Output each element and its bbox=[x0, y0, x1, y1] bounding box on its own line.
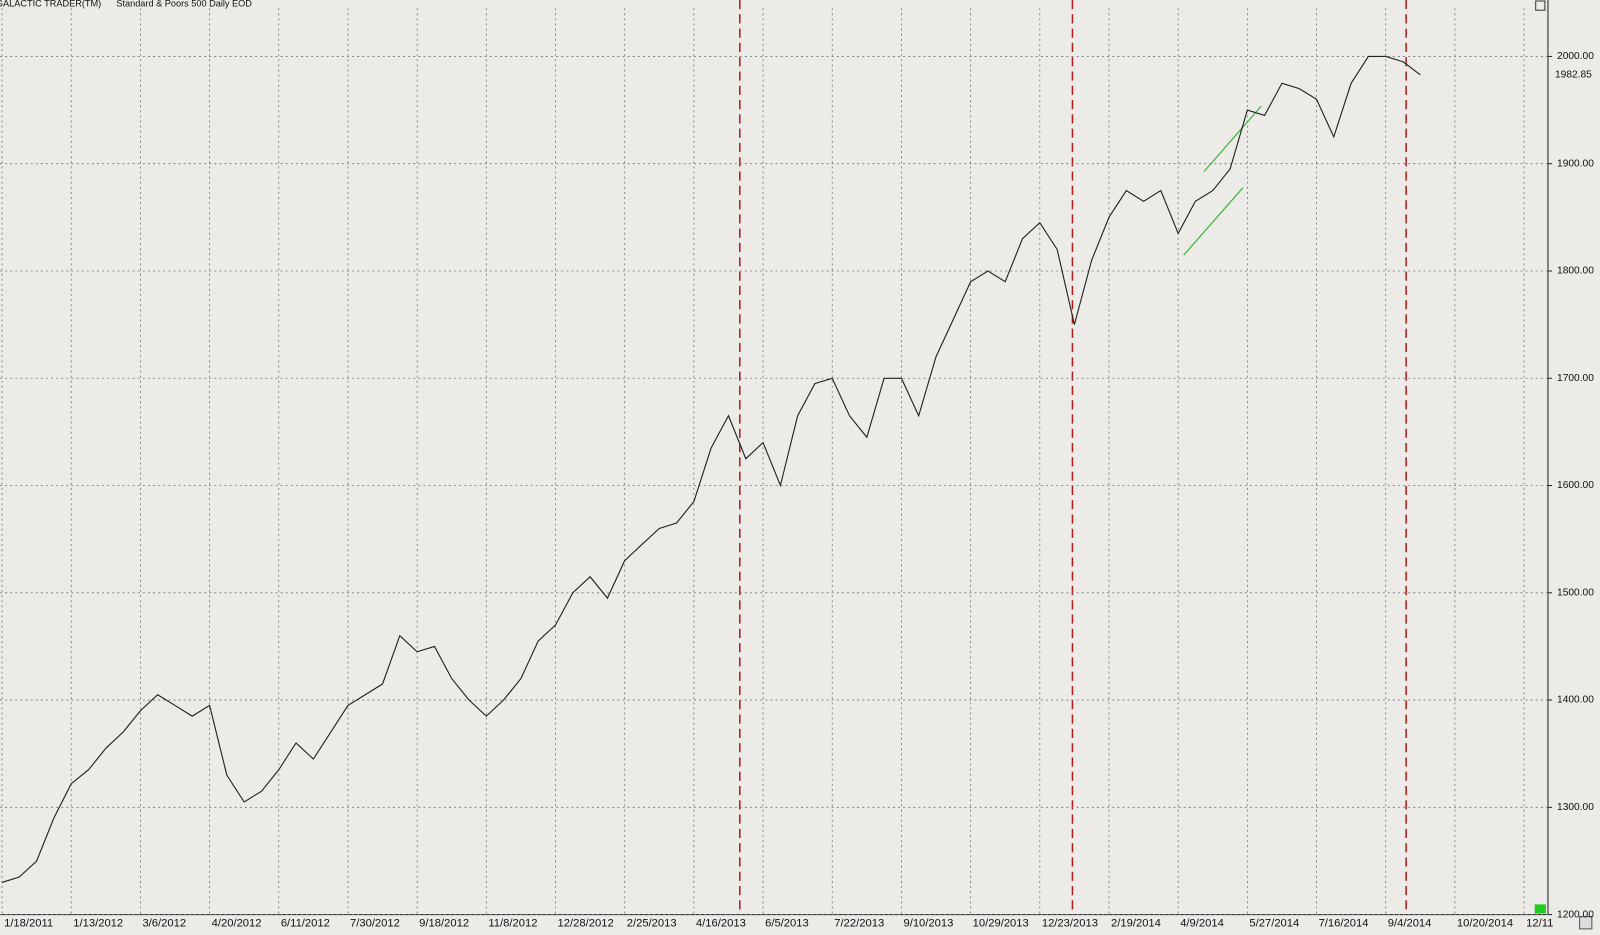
x-tick-label: 9/4/2014 bbox=[1388, 918, 1432, 930]
x-tick-label: 4/16/2013 bbox=[696, 918, 746, 930]
y-tick-label: 1600.00 bbox=[1557, 480, 1594, 491]
x-tick-label: 4/20/2012 bbox=[212, 918, 262, 930]
timeframe-button[interactable] bbox=[1579, 916, 1593, 930]
x-tick-label: 12/11 bbox=[1526, 918, 1553, 930]
x-tick-label: 7/22/2013 bbox=[834, 918, 884, 930]
x-tick-label: 12/23/2013 bbox=[1042, 918, 1098, 930]
status-indicator bbox=[1534, 904, 1546, 914]
x-tick-label: 10/29/2013 bbox=[973, 918, 1029, 930]
x-tick-label: 4/9/2014 bbox=[1180, 918, 1224, 930]
y-tick-label: 2000.00 bbox=[1557, 51, 1594, 62]
x-tick-label: 1/13/2012 bbox=[73, 918, 123, 930]
x-tick-label: 7/16/2014 bbox=[1319, 918, 1369, 930]
x-tick-label: 10/20/2014 bbox=[1457, 918, 1513, 930]
x-tick-label: 7/30/2012 bbox=[350, 918, 400, 930]
last-price-label: 1982.85 bbox=[1555, 70, 1592, 81]
chart-title: GALACTIC TRADER(TM) bbox=[0, 0, 101, 9]
x-tick-label: 2/19/2014 bbox=[1111, 918, 1161, 930]
channel-line bbox=[1203, 105, 1262, 172]
x-tick-label: 11/8/2012 bbox=[488, 918, 537, 930]
y-tick-label: 1300.00 bbox=[1557, 802, 1594, 813]
chart-subtitle: Standard & Poors 500 Daily EOD bbox=[116, 0, 252, 9]
x-tick-label: 6/5/2013 bbox=[765, 918, 809, 930]
x-tick-label: 9/18/2012 bbox=[419, 918, 469, 930]
y-tick-label: 1200.00 bbox=[1557, 909, 1594, 920]
y-tick-label: 1900.00 bbox=[1557, 158, 1594, 169]
y-tick-label: 1500.00 bbox=[1557, 587, 1594, 598]
y-tick-label: 1800.00 bbox=[1557, 266, 1594, 277]
x-tick-label: 9/10/2013 bbox=[903, 918, 953, 930]
x-tick-label: 6/11/2012 bbox=[281, 918, 330, 930]
x-tick-label: 1/18/2011 bbox=[4, 918, 53, 930]
x-tick-label: 2/25/2013 bbox=[627, 918, 677, 930]
y-tick-label: 1400.00 bbox=[1557, 695, 1594, 706]
panel-button[interactable] bbox=[1535, 0, 1546, 11]
x-tick-label: 3/6/2012 bbox=[142, 918, 186, 930]
x-tick-label: 12/28/2012 bbox=[558, 918, 614, 930]
channel-line bbox=[1183, 187, 1244, 256]
price-line bbox=[1, 55, 1421, 883]
x-tick-label: 5/27/2014 bbox=[1249, 918, 1299, 930]
y-tick-label: 1700.00 bbox=[1557, 373, 1594, 384]
